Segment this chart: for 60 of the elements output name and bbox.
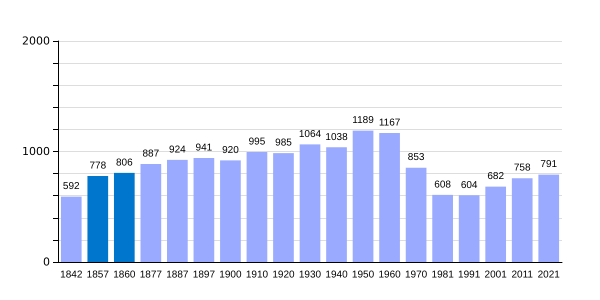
bar [114, 172, 135, 262]
bar [194, 158, 214, 262]
bar [60, 196, 82, 262]
x-tick-label: 1900 [219, 270, 242, 280]
x-tick-label: 1877 [140, 270, 162, 280]
data-label: 604 [460, 180, 478, 191]
bar [512, 178, 533, 262]
x-tick-label: 1981 [432, 270, 454, 280]
bar [246, 152, 268, 262]
x-tick-label: 2011 [511, 270, 534, 280]
data-label: 941 [196, 142, 213, 154]
y-tick-label: 0 [43, 256, 50, 268]
y-tick-label: 1000 [22, 145, 50, 158]
data-label: 995 [248, 136, 266, 148]
bar [485, 186, 506, 262]
bar [167, 160, 188, 262]
x-tick-label: 1860 [113, 270, 136, 280]
bar [273, 153, 294, 262]
data-label: 924 [169, 144, 186, 156]
data-label: 1038 [325, 132, 348, 143]
data-label: 985 [275, 138, 292, 149]
bar [538, 174, 560, 262]
x-tick-label: 1930 [298, 270, 322, 280]
data-label: 778 [89, 160, 107, 172]
data-label: 887 [142, 148, 160, 160]
y-tick-label: 2000 [22, 34, 50, 48]
x-tick-label: 2021 [538, 270, 560, 280]
x-tick-label: 1920 [272, 270, 296, 280]
bar [352, 130, 374, 262]
bar [379, 133, 400, 262]
data-label: 682 [487, 171, 504, 182]
data-label: 1189 [352, 115, 374, 126]
bar [87, 176, 108, 262]
bar [458, 195, 480, 262]
bar [432, 194, 453, 262]
x-tick-label: 1887 [166, 270, 189, 280]
bar [326, 147, 347, 262]
x-tick-label: 2001 [484, 270, 508, 280]
x-tick-label: 1991 [458, 270, 481, 280]
data-label: 920 [222, 144, 240, 156]
x-tick-label: 1857 [86, 270, 110, 280]
data-label: 806 [116, 157, 134, 168]
data-label: 1064 [298, 128, 322, 140]
bar [220, 160, 241, 262]
x-tick-label: 1940 [325, 270, 348, 280]
bar [406, 168, 426, 262]
data-label: 758 [514, 162, 531, 174]
x-tick-label: 1960 [378, 270, 402, 280]
data-label: 853 [408, 152, 425, 164]
data-label: 791 [540, 159, 558, 170]
x-tick-label: 1897 [192, 270, 216, 280]
x-tick-label: 1910 [246, 270, 269, 280]
data-label: 592 [62, 181, 80, 192]
x-tick-label: 1842 [60, 270, 83, 280]
bar [140, 164, 162, 262]
bar [300, 144, 320, 262]
data-label: 1167 [378, 118, 401, 129]
x-tick-label: 1970 [404, 270, 428, 280]
data-label: 608 [434, 179, 452, 190]
x-tick-label: 1950 [352, 270, 375, 280]
